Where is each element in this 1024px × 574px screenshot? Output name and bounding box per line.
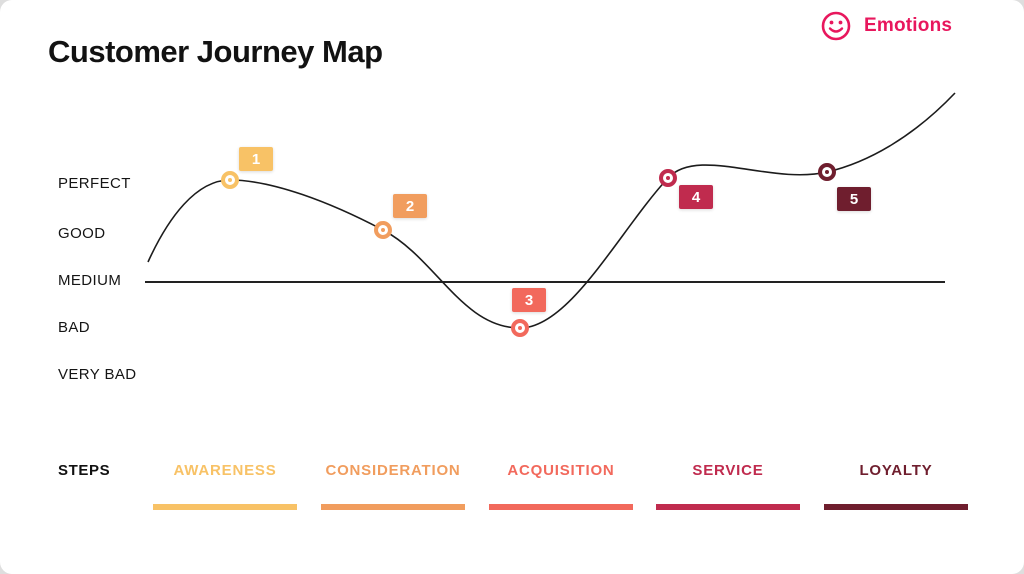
- step-awareness: AWARENESS: [153, 462, 297, 510]
- step-number-badge-5: 5: [837, 187, 871, 211]
- medium-baseline: [145, 281, 945, 283]
- steps-header: STEPS: [58, 462, 111, 479]
- legend-label: Emotions: [864, 15, 953, 36]
- journey-point-4: [659, 169, 677, 187]
- journey-point-1: [221, 171, 239, 189]
- journey-point-3: [511, 319, 529, 337]
- step-label-awareness: AWARENESS: [173, 462, 277, 479]
- step-service: SERVICE: [656, 462, 800, 510]
- y-axis-label-perfect: PERFECT: [58, 175, 131, 192]
- smiley-icon: [821, 11, 851, 41]
- step-bar-consideration: [321, 504, 465, 510]
- step-bar-acquisition: [489, 504, 633, 510]
- step-label-consideration: CONSIDERATION: [325, 462, 461, 479]
- step-bar-service: [656, 504, 800, 510]
- journey-point-5: [818, 163, 836, 181]
- step-bar-awareness: [153, 504, 297, 510]
- journey-point-2: [374, 221, 392, 239]
- y-axis-label-very-bad: VERY BAD: [58, 366, 137, 383]
- y-axis-label-medium: MEDIUM: [58, 272, 122, 289]
- step-number-badge-4: 4: [679, 185, 713, 209]
- step-label-acquisition: ACQUISITION: [507, 462, 615, 479]
- step-acquisition: ACQUISITION: [489, 462, 633, 510]
- step-consideration: CONSIDERATION: [321, 462, 465, 510]
- step-number-badge-2: 2: [393, 194, 427, 218]
- emotions-legend: Emotions: [818, 8, 952, 44]
- step-number-badge-3: 3: [512, 288, 546, 312]
- step-label-service: SERVICE: [692, 462, 764, 479]
- y-axis-label-bad: BAD: [58, 319, 91, 336]
- step-bar-loyalty: [824, 504, 968, 510]
- step-label-loyalty: LOYALTY: [859, 462, 933, 479]
- step-number-badge-1: 1: [239, 147, 273, 171]
- step-loyalty: LOYALTY: [824, 462, 968, 510]
- page-title: Customer Journey Map: [48, 34, 383, 69]
- y-axis-label-good: GOOD: [58, 225, 106, 242]
